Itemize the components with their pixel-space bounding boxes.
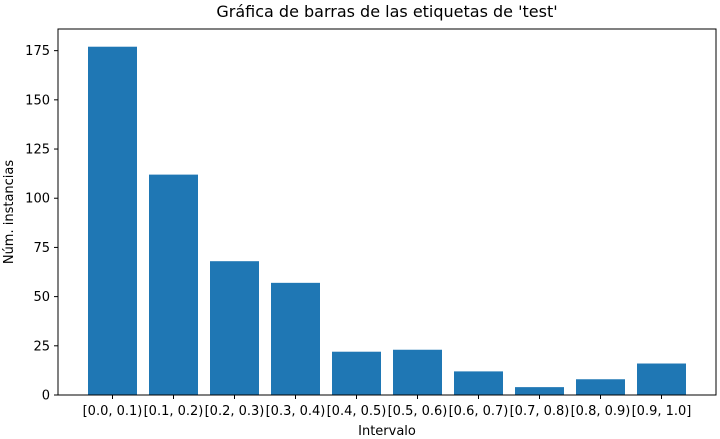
x-tick-label: [0.6, 0.7): [449, 404, 509, 419]
plot-frame: [57, 28, 717, 396]
x-tick-label: [0.9, 1.0]: [632, 404, 692, 419]
bar: [576, 379, 625, 395]
x-axis-label: Intervalo: [358, 424, 416, 439]
bar: [149, 174, 198, 395]
bar: [637, 363, 686, 395]
x-tick-label: [0.5, 0.6): [388, 404, 448, 419]
y-tick-label: 75: [33, 241, 50, 256]
x-tick-label: [0.8, 0.9): [571, 404, 631, 419]
x-tick-label: [0.3, 0.4): [266, 404, 326, 419]
x-tick-label: [0.7, 0.8): [510, 404, 570, 419]
x-tick-label: [0.1, 0.2): [144, 404, 204, 419]
y-tick-label: 150: [25, 93, 50, 108]
bar: [271, 282, 320, 395]
bar: [332, 351, 381, 395]
y-tick-label: 25: [33, 339, 50, 354]
y-tick-label: 175: [25, 44, 50, 59]
y-tick-label: 125: [25, 143, 50, 158]
x-tick-label: [0.4, 0.5): [327, 404, 387, 419]
bar: [88, 46, 137, 395]
bar: [393, 349, 442, 395]
chart-title: Gráfica de barras de las etiquetas de 't…: [216, 2, 557, 21]
bar: [210, 261, 259, 395]
x-tick-label: [0.2, 0.3): [205, 404, 265, 419]
bars-group: [88, 46, 686, 395]
y-axis-label: Núm. instancias: [2, 160, 17, 265]
y-tick-label: 0: [42, 389, 50, 404]
y-tick-label: 50: [33, 290, 50, 305]
bar: [454, 371, 503, 395]
bar: [515, 387, 564, 395]
x-tick-label: [0.0, 0.1): [83, 404, 143, 419]
y-tick-label: 100: [25, 192, 50, 207]
x-axis-ticks: [0.0, 0.1) [0.1, 0.2) [0.2, 0.3) [0.3, 0.4)…: [83, 395, 692, 419]
y-axis-ticks: 0 25 50 75 100 125 150 175: [25, 44, 58, 404]
